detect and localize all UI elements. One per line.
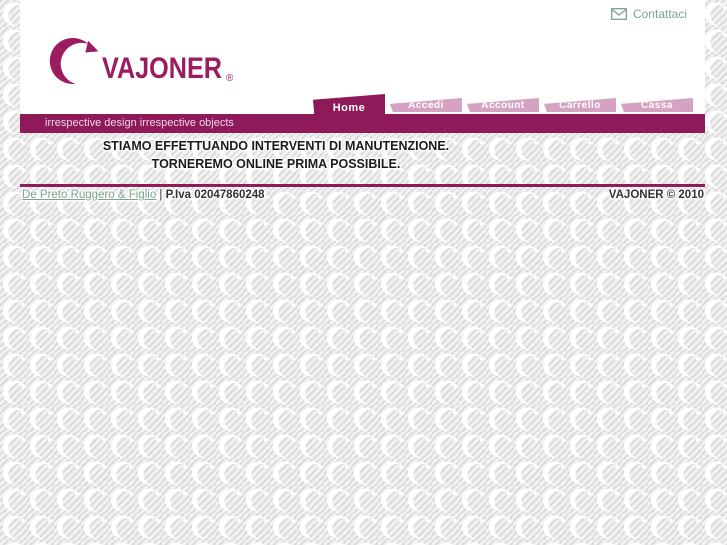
footer-separator: |: [156, 189, 166, 201]
envelope-icon: [611, 8, 627, 20]
footer-company-info: De Preto Ruggero & Figlio | P.Iva 020478…: [22, 189, 265, 201]
tagline-bar: irrespective design irrespective objects: [20, 114, 705, 133]
header: [20, 0, 705, 114]
tab-accedi-label: Accedi: [408, 100, 444, 111]
tab-cassa-label: Cassa: [641, 100, 673, 111]
maintenance-line2: TORNEREMO ONLINE PRIMA POSSIBILE.: [151, 157, 401, 171]
company-link[interactable]: De Preto Ruggero & Figlio: [22, 189, 157, 201]
contact-link-label: Contattaci: [632, 7, 687, 21]
footer-vat: P.Iva 02047860248: [165, 189, 265, 201]
footer-divider: [20, 184, 705, 187]
maintenance-line1: STIAMO EFFETTUANDO INTERVENTI DI MANUTEN…: [102, 139, 450, 153]
contact-link[interactable]: Contattaci: [611, 7, 687, 21]
tagline-text: irrespective design irrespective objects: [45, 117, 234, 129]
footer-copyright: VAJONER © 2010: [608, 189, 704, 201]
tab-home-label: Home: [332, 102, 366, 114]
tab-account-label: Account: [481, 100, 525, 111]
brand-wordmark: VAJONER: [102, 52, 222, 85]
maintenance-message: STIAMO EFFETTUANDO INTERVENTI DI MANUTEN…: [20, 137, 532, 173]
registered-trademark: ®: [226, 73, 234, 84]
vajoner-logo[interactable]: VAJONER ®: [48, 36, 238, 93]
tab-home[interactable]: Home: [313, 94, 385, 117]
tab-carrello-label: Carrello: [559, 100, 601, 111]
moon-logo-icon: [49, 37, 99, 84]
